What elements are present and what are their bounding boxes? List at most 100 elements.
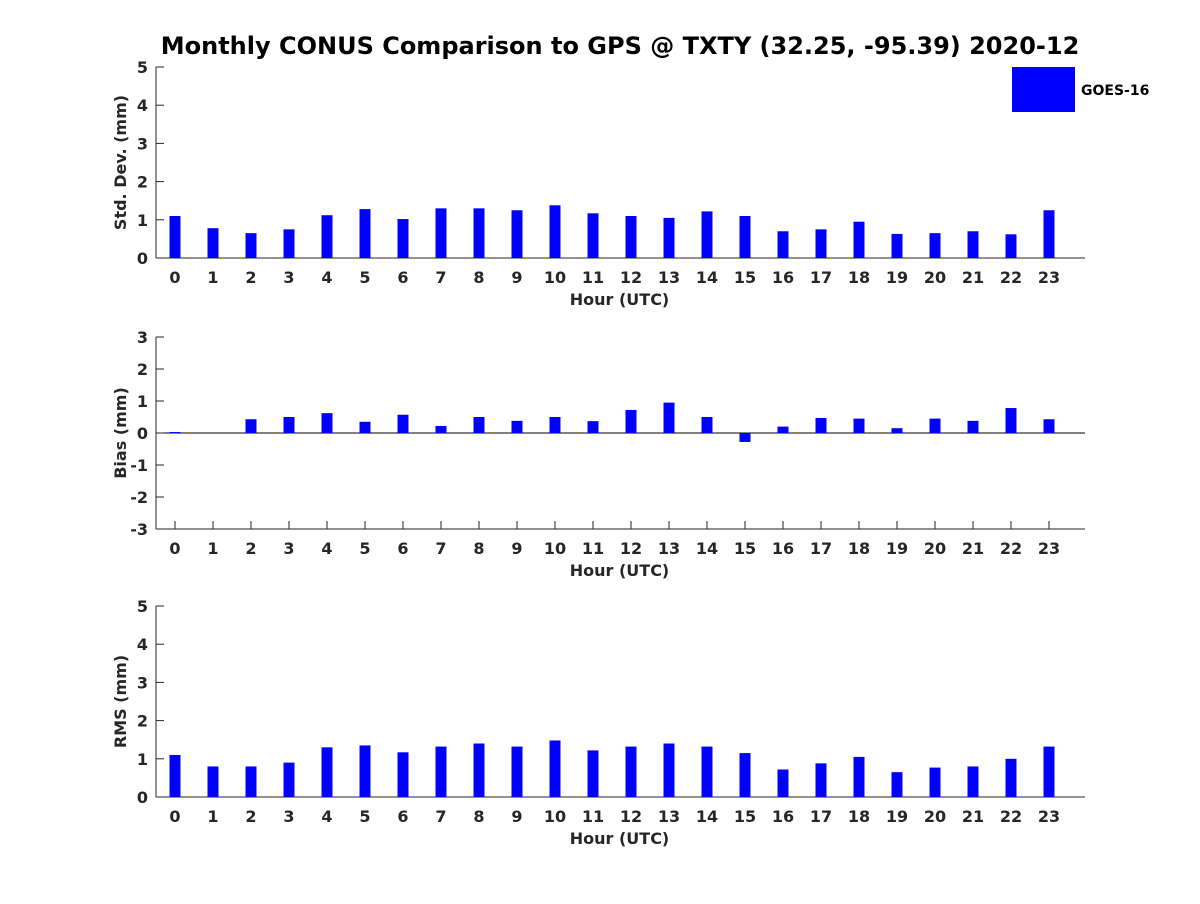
x-tick-label: 5 [359,539,370,558]
bar [473,417,485,433]
y-tick-label: 2 [137,360,148,379]
x-tick-label: 2 [245,539,256,558]
bar [435,208,447,258]
bar [397,414,409,433]
x-tick-label: 11 [582,807,604,826]
bar [321,413,333,433]
bar [701,211,713,258]
legend-swatch [1012,67,1075,112]
x-tick-label: 23 [1038,268,1060,287]
bar [929,767,941,797]
x-tick-label: 7 [435,539,446,558]
bar [283,762,295,797]
bar [1005,234,1017,258]
y-tick-label: -1 [130,456,148,475]
bar [511,420,523,433]
x-tick-label: 8 [473,539,484,558]
y-tick-label: 0 [137,249,148,268]
bar [663,743,675,797]
bar [283,229,295,258]
bar [321,747,333,797]
x-tick-label: 6 [397,539,408,558]
bar [245,766,257,797]
x-tick-label: 0 [169,539,180,558]
x-tick-label: 13 [658,807,680,826]
y-axis-label: Bias (mm) [111,387,130,479]
x-tick-label: 7 [435,807,446,826]
x-tick-label: 8 [473,268,484,287]
x-tick-label: 12 [620,268,642,287]
y-tick-label: 1 [137,392,148,411]
y-tick-label: 1 [137,211,148,230]
bar [853,221,865,258]
y-tick-label: 0 [137,424,148,443]
x-tick-label: 22 [1000,539,1022,558]
bar [815,763,827,797]
x-tick-label: 14 [696,268,718,287]
bar [1005,408,1017,433]
bar [967,231,979,258]
y-tick-label: 2 [137,712,148,731]
bar [1043,746,1055,797]
y-tick-label: 5 [137,597,148,616]
bar [663,217,675,258]
x-tick-label: 1 [207,268,218,287]
x-tick-label: 4 [321,268,332,287]
y-axis-label: Std. Dev. (mm) [111,95,130,230]
bar [701,746,713,797]
bar [663,402,675,433]
bar [435,425,447,433]
x-tick-label: 11 [582,539,604,558]
bar [245,419,257,433]
bar [283,417,295,433]
bar [435,746,447,797]
x-tick-label: 11 [582,268,604,287]
y-tick-label: -2 [130,488,148,507]
legend-label: GOES-16 [1081,83,1149,99]
x-tick-label: 18 [848,268,870,287]
x-tick-label: 10 [544,268,566,287]
x-tick-label: 16 [772,539,794,558]
bar [359,421,371,433]
x-tick-label: 17 [810,539,832,558]
x-axis-label: Hour (UTC) [570,829,670,848]
bar [549,740,561,797]
x-tick-label: 20 [924,268,946,287]
bar [967,766,979,797]
bar [891,428,903,433]
x-tick-label: 1 [207,539,218,558]
bar [473,743,485,797]
x-tick-label: 23 [1038,539,1060,558]
bar [777,426,789,433]
x-tick-label: 14 [696,539,718,558]
x-tick-label: 3 [283,539,294,558]
x-tick-label: 10 [544,807,566,826]
bar [891,233,903,258]
y-tick-label: -3 [130,520,148,539]
x-tick-label: 19 [886,539,908,558]
x-tick-label: 9 [511,268,522,287]
x-axis-label: Hour (UTC) [570,290,670,309]
x-tick-label: 6 [397,807,408,826]
bar [853,418,865,433]
y-tick-label: 0 [137,788,148,807]
bar [929,233,941,258]
x-tick-label: 21 [962,539,984,558]
y-tick-label: 3 [137,328,148,347]
bar [587,213,599,258]
bar [625,746,637,797]
x-tick-label: 4 [321,539,332,558]
x-tick-label: 10 [544,539,566,558]
bar [739,753,751,797]
y-tick-label: 2 [137,173,148,192]
bar [891,772,903,797]
y-tick-label: 4 [137,635,148,654]
x-tick-label: 2 [245,807,256,826]
x-tick-label: 5 [359,268,370,287]
bar [739,215,751,258]
